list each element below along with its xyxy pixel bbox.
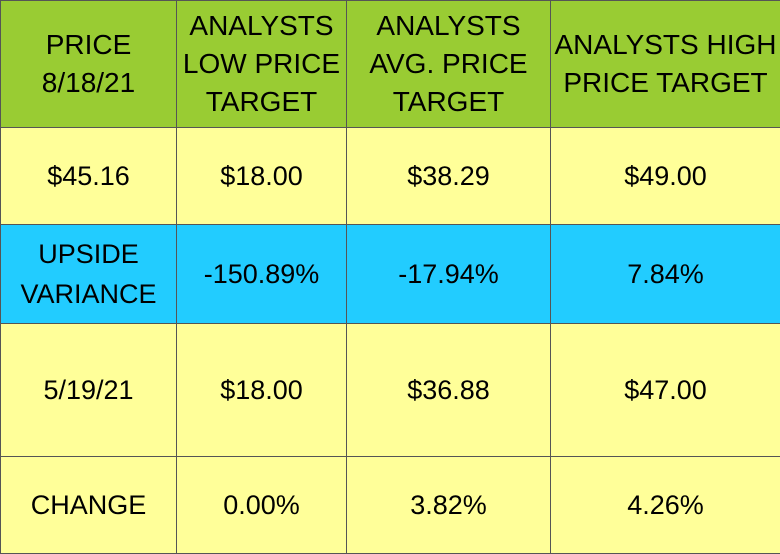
table-row: UPSIDE VARIANCE -150.89% -17.94% 7.84%: [1, 225, 780, 324]
high-target-cell: $49.00: [551, 128, 780, 225]
current-price-cell: $45.16: [1, 128, 177, 225]
table-row: CHANGE 0.00% 3.82% 4.26%: [1, 457, 780, 554]
prior-avg-target-cell: $36.88: [347, 324, 551, 457]
header-high-target: ANALYSTS HIGH PRICE TARGET: [551, 1, 780, 128]
avg-variance-cell: -17.94%: [347, 225, 551, 324]
header-row: PRICE 8/18/21 ANALYSTS LOW PRICE TARGET …: [1, 1, 780, 128]
low-target-cell: $18.00: [177, 128, 347, 225]
header-price-date: PRICE 8/18/21: [1, 1, 177, 128]
high-variance-cell: 7.84%: [551, 225, 780, 324]
avg-target-cell: $38.29: [347, 128, 551, 225]
header-low-target: ANALYSTS LOW PRICE TARGET: [177, 1, 347, 128]
change-label: CHANGE: [1, 457, 177, 554]
table-row: $45.16 $18.00 $38.29 $49.00: [1, 128, 780, 225]
low-variance-cell: -150.89%: [177, 225, 347, 324]
high-change-cell: 4.26%: [551, 457, 780, 554]
low-change-cell: 0.00%: [177, 457, 347, 554]
prior-date-cell: 5/19/21: [1, 324, 177, 457]
table-row: 5/19/21 $18.00 $36.88 $47.00: [1, 324, 780, 457]
header-avg-target: ANALYSTS AVG. PRICE TARGET: [347, 1, 551, 128]
avg-change-cell: 3.82%: [347, 457, 551, 554]
prior-high-target-cell: $47.00: [551, 324, 780, 457]
upside-variance-label: UPSIDE VARIANCE: [1, 225, 177, 324]
prior-low-target-cell: $18.00: [177, 324, 347, 457]
